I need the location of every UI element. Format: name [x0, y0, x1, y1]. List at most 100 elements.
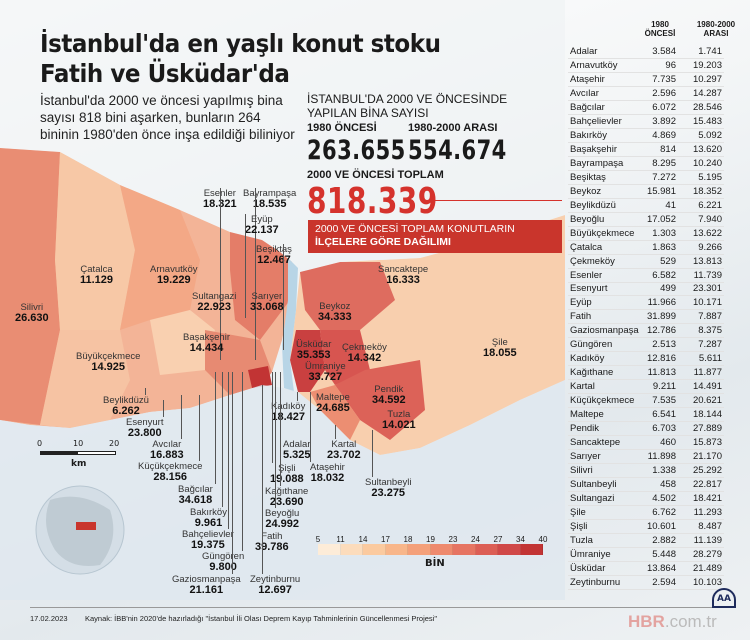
istanbul-map	[0, 0, 565, 600]
district-label: Silivri 26.630	[15, 302, 49, 324]
legend-tick: 24	[471, 535, 480, 544]
district-label: Beylikdüzü 6.262	[103, 395, 149, 417]
district-value: 23.800	[127, 427, 162, 439]
pre1980-cell: 529	[660, 255, 676, 267]
table-row: Kağıthane 11.813 11.877	[568, 366, 724, 381]
table-row: Ataşehir 7.735 10.297	[568, 73, 724, 87]
table-row: Sultanbeyli 458 22.817	[568, 478, 724, 493]
district-name: Çekmeköy	[342, 342, 387, 353]
district-cell: Çekmeköy	[570, 255, 615, 267]
district-label: Tuzla 14.021	[382, 409, 416, 431]
pre1980-cell: 4.869	[652, 129, 676, 141]
range-cell: 18.352	[692, 185, 722, 197]
district-label: Sarıyer 33.068	[250, 291, 284, 313]
legend-swatch	[475, 544, 498, 555]
pre1980-cell: 3.584	[652, 46, 676, 57]
range-cell: 5.195	[698, 171, 722, 183]
table-row: Kadıköy 12.816 5.611	[568, 352, 724, 367]
pre1980-cell: 2.882	[652, 534, 676, 546]
leader-line	[255, 188, 256, 360]
district-label: Güngören 9.800	[202, 551, 244, 573]
leader-line	[222, 372, 223, 507]
pre1980-cell: 7.272	[652, 171, 676, 183]
arnavutkoy-area	[120, 185, 200, 330]
table-row: Ümraniye 5.448 28.279	[568, 548, 724, 562]
total-value: 818.339	[307, 181, 438, 222]
range-cell: 7.940	[698, 213, 722, 225]
district-value: 18.032	[310, 472, 345, 484]
district-name: Bağcılar	[178, 484, 213, 495]
legend-swatch	[385, 544, 408, 555]
district-value: 33.068	[250, 301, 284, 313]
leader-line	[335, 425, 336, 439]
district-label: Pendik 34.592	[372, 384, 406, 406]
pre1980-cell: 814	[660, 143, 676, 155]
stats-heading: İSTANBUL'DA 2000 VE ÖNCESİNDE YAPILAN Bİ…	[307, 92, 507, 120]
district-label: Küçükçekmece 28.156	[138, 461, 202, 483]
district-value: 23.275	[371, 487, 406, 499]
range-cell: 21.170	[692, 451, 722, 463]
legend-tick: 5	[315, 535, 321, 544]
district-label: Beşiktaş 12.467	[256, 244, 292, 266]
pre1980-cell: 9.211	[652, 381, 676, 393]
pre1980-cell: 4.502	[652, 493, 676, 505]
district-name: Maltepe	[316, 392, 350, 403]
legend-swatch	[363, 544, 386, 555]
district-cell: Kadıköy	[570, 353, 605, 365]
table-row: Çekmeköy 529 13.813	[568, 255, 724, 269]
range-cell: 7.287	[698, 339, 722, 351]
range-cell: 8.487	[698, 520, 722, 532]
district-value: 11.129	[80, 274, 114, 286]
pre1980-cell: 2.513	[652, 339, 676, 351]
pre1980-cell: 3.892	[652, 115, 676, 127]
district-name: Silivri	[20, 302, 44, 313]
legend-swatch	[408, 544, 431, 555]
table-row: Sancaktepe 460 15.873	[568, 436, 724, 451]
table-row: Fatih 31.899 7.887	[568, 310, 724, 325]
legend-swatch	[498, 544, 521, 555]
uskudar-area	[290, 330, 325, 392]
district-value: 21.161	[189, 584, 224, 596]
district-value: 34.592	[372, 394, 406, 406]
district-name: Bakırköy	[190, 507, 227, 518]
district-name: Güngören	[202, 551, 245, 562]
table-row: Bahçelievler 3.892 15.483	[568, 115, 724, 129]
district-value: 23.702	[327, 449, 361, 461]
range-cell: 25.292	[692, 465, 722, 477]
header-text: 1980-2000	[696, 20, 736, 29]
leader-line	[228, 372, 229, 529]
footer-divider	[30, 607, 716, 608]
turkey-marker	[76, 522, 96, 530]
district-cell: Ataşehir	[570, 73, 605, 85]
header-text: 1980	[651, 20, 669, 29]
district-value: 18.055	[483, 347, 517, 359]
title-line-2: Fatih ve Üsküdar'da	[40, 59, 290, 88]
district-value: 18.321	[203, 199, 237, 210]
range-cell: 13.620	[692, 143, 722, 155]
table-row: Beylikdüzü 41 6.221	[568, 199, 724, 213]
range-cell: 5.092	[698, 129, 722, 141]
pre1980-cell: 1.863	[652, 241, 676, 253]
district-cell: Avcılar	[570, 87, 599, 99]
leader-line	[145, 388, 146, 395]
range-cell: 23.301	[692, 283, 722, 295]
range-cell: 11.739	[693, 269, 722, 281]
total-label: 2000 VE ÖNCESİ TOPLAM	[307, 169, 444, 181]
district-cell: Küçükçekmece	[570, 395, 635, 407]
district-value: 34.618	[178, 494, 213, 506]
district-cell: Kağıthane	[570, 367, 614, 379]
pre1980-cell: 15.981	[646, 185, 676, 197]
district-cell: Silivri	[570, 465, 593, 477]
district-value: 19.088	[270, 473, 304, 485]
district-cell: Bayrampaşa	[570, 157, 624, 169]
district-value: 14.021	[382, 419, 416, 431]
leader-line	[283, 244, 284, 350]
district-name: Adalar	[283, 439, 311, 450]
range-cell: 18.144	[692, 409, 722, 421]
district-name: Sultangazi	[192, 291, 237, 302]
district-cell: Çatalca	[570, 241, 603, 253]
district-value: 14.434	[189, 342, 224, 354]
district-value: 22.137	[245, 224, 279, 236]
table-row: Şişli 10.601 8.487	[568, 520, 724, 534]
district-cell: Esenyurt	[570, 283, 608, 295]
